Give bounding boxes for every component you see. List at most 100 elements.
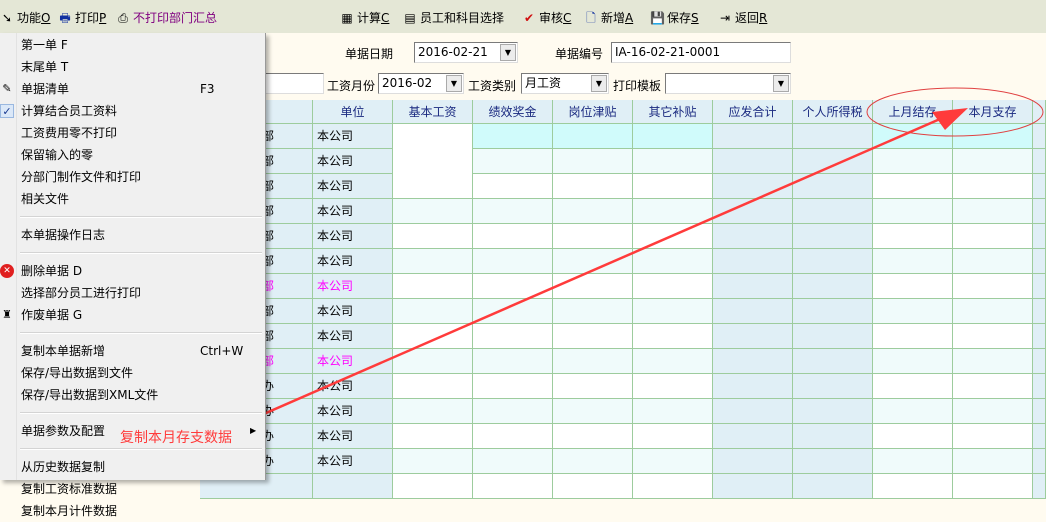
grid-cell[interactable] <box>393 199 473 224</box>
grid-cell[interactable] <box>553 349 633 374</box>
grid-cell[interactable] <box>393 274 473 299</box>
grid-cell[interactable] <box>713 374 793 399</box>
unit-cell[interactable]: 本公司 <box>313 174 393 199</box>
grid-cell[interactable] <box>393 449 473 474</box>
template-select[interactable]: ▼ <box>665 73 791 94</box>
grid-cell[interactable] <box>473 449 553 474</box>
grid-cell[interactable] <box>953 299 1033 324</box>
grid-cell[interactable] <box>553 449 633 474</box>
menu-item[interactable]: 复制本月计件数据 <box>0 500 264 522</box>
menu-item[interactable]: ✓ 计算结合员工资料 <box>0 100 264 122</box>
grid-cell[interactable] <box>473 399 553 424</box>
grid-cell[interactable] <box>713 124 793 149</box>
grid-cell[interactable] <box>953 424 1033 449</box>
grid-cell[interactable] <box>553 424 633 449</box>
grid-cell[interactable] <box>633 424 713 449</box>
grid-cell[interactable] <box>873 174 953 199</box>
grid-cell[interactable] <box>393 124 473 174</box>
grid-cell[interactable] <box>633 149 713 174</box>
grid-cell[interactable] <box>873 249 953 274</box>
grid-cell[interactable] <box>633 124 713 149</box>
unit-cell[interactable]: 本公司 <box>313 224 393 249</box>
grid-cell[interactable] <box>873 374 953 399</box>
unit-cell[interactable]: 本公司 <box>313 199 393 224</box>
column-header[interactable]: 基本工资 <box>393 100 473 124</box>
grid-cell[interactable] <box>553 374 633 399</box>
grid-cell[interactable] <box>713 149 793 174</box>
column-header[interactable]: 应发合计 <box>713 100 793 124</box>
menu-item[interactable]: 复制本单据新增 Ctrl+W <box>0 340 264 362</box>
menu-item[interactable]: 保存/导出数据到文件 <box>0 362 264 384</box>
grid-cell[interactable] <box>713 274 793 299</box>
grid-cell[interactable] <box>793 399 873 424</box>
toolbar-button-3[interactable]: ▦ 计算 C <box>340 9 389 26</box>
unit-cell[interactable]: 本公司 <box>313 374 393 399</box>
dropdown-arrow-icon[interactable]: ▼ <box>773 75 789 92</box>
grid-cell[interactable] <box>713 249 793 274</box>
unit-cell[interactable]: 本公司 <box>313 124 393 149</box>
grid-cell[interactable] <box>793 424 873 449</box>
grid-cell[interactable] <box>953 324 1033 349</box>
grid-cell[interactable] <box>553 199 633 224</box>
grid-cell[interactable] <box>553 299 633 324</box>
type-select[interactable]: 月工资 ▼ <box>521 73 609 94</box>
grid-cell[interactable] <box>953 149 1033 174</box>
menu-item[interactable]: 保留输入的零 <box>0 144 264 166</box>
grid-cell[interactable] <box>473 374 553 399</box>
grid-cell[interactable] <box>713 224 793 249</box>
toolbar-button-4[interactable]: ▤ 员工和科目选择 <box>403 9 504 26</box>
grid-cell[interactable] <box>633 374 713 399</box>
menu-item[interactable]: 单据参数及配置 ▶ <box>0 420 264 442</box>
date-select[interactable]: 2016-02-21 ▼ <box>414 42 518 63</box>
toolbar-button-1[interactable]: 🖶 打印 P <box>58 9 106 26</box>
menu-item[interactable]: 分部门制作文件和打印 <box>0 166 264 188</box>
column-header[interactable]: 个人所得税 <box>793 100 873 124</box>
grid-cell[interactable] <box>393 399 473 424</box>
grid-cell[interactable] <box>393 224 473 249</box>
grid-cell[interactable] <box>713 174 793 199</box>
grid-cell[interactable] <box>873 424 953 449</box>
grid-cell[interactable] <box>473 349 553 374</box>
grid-cell[interactable] <box>873 399 953 424</box>
grid-cell[interactable] <box>713 324 793 349</box>
grid-cell[interactable] <box>633 299 713 324</box>
grid-cell[interactable] <box>793 299 873 324</box>
menu-item[interactable]: 复制工资标准数据 <box>0 478 264 500</box>
menu-item[interactable]: 第一单 F <box>0 34 264 56</box>
grid-cell[interactable] <box>873 274 953 299</box>
grid-cell[interactable] <box>633 199 713 224</box>
grid-cell[interactable] <box>553 174 633 199</box>
grid-cell[interactable] <box>633 249 713 274</box>
grid-cell[interactable] <box>633 349 713 374</box>
grid-cell[interactable] <box>633 174 713 199</box>
grid-cell[interactable] <box>873 299 953 324</box>
menu-item[interactable]: 选择部分员工进行打印 <box>0 282 264 304</box>
unit-cell[interactable]: 本公司 <box>313 399 393 424</box>
grid-cell[interactable] <box>873 449 953 474</box>
toolbar-button-2[interactable]: ⎙ 不打印部门汇总 <box>116 9 217 26</box>
menu-item[interactable]: 本单据操作日志 <box>0 224 264 246</box>
toolbar-button-0[interactable]: ➘ 功能 O <box>0 9 51 26</box>
menu-item[interactable]: 保存/导出数据到XML文件 <box>0 384 264 406</box>
grid-cell[interactable] <box>553 149 633 174</box>
grid-cell[interactable] <box>953 224 1033 249</box>
month-select[interactable]: 2016-02 ▼ <box>378 73 464 94</box>
grid-cell[interactable] <box>553 124 633 149</box>
grid-cell[interactable] <box>473 324 553 349</box>
grid-cell[interactable] <box>953 374 1033 399</box>
grid-cell[interactable] <box>393 349 473 374</box>
grid-cell[interactable] <box>873 224 953 249</box>
grid-cell[interactable] <box>953 174 1033 199</box>
grid-cell[interactable] <box>713 424 793 449</box>
column-header[interactable]: 岗位津贴 <box>553 100 633 124</box>
grid-cell[interactable] <box>873 149 953 174</box>
grid-cell[interactable] <box>953 449 1033 474</box>
grid-cell[interactable] <box>713 399 793 424</box>
grid-cell[interactable] <box>953 274 1033 299</box>
grid-cell[interactable] <box>953 399 1033 424</box>
grid-cell[interactable] <box>633 274 713 299</box>
grid-cell[interactable] <box>873 124 953 149</box>
menu-item[interactable]: 工资费用零不打印 <box>0 122 264 144</box>
menu-item[interactable]: ✕ 删除单据 D <box>0 260 264 282</box>
grid-cell[interactable] <box>633 399 713 424</box>
